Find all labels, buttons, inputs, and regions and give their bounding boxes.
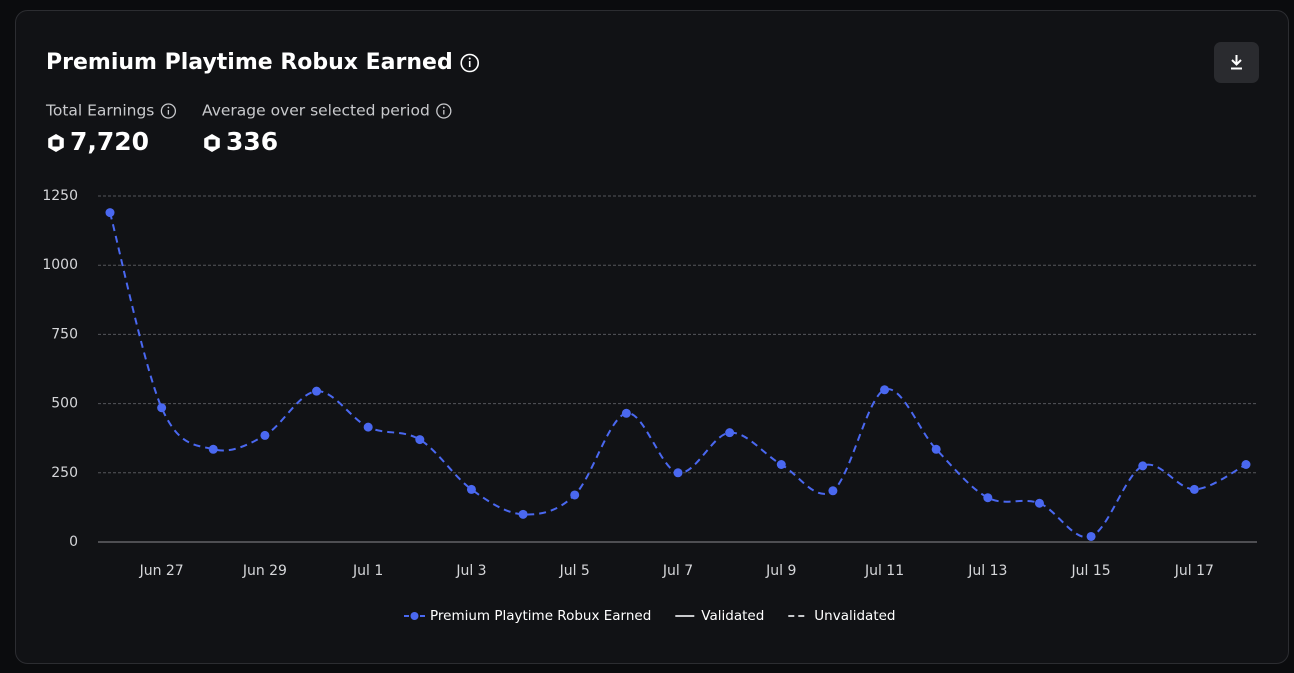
x-tick-label: Jul 3 — [455, 563, 486, 579]
x-tick-label: Jul 17 — [1174, 563, 1214, 579]
data-point — [1241, 459, 1251, 469]
card — [15, 10, 1289, 664]
x-tick-label: Jun 27 — [139, 563, 184, 579]
summary-label: Average over selected period — [202, 102, 430, 120]
download-icon — [1231, 55, 1242, 70]
y-tick-label: 1250 — [42, 188, 78, 204]
data-point — [880, 385, 890, 395]
data-point — [518, 509, 528, 519]
data-point — [1138, 461, 1148, 471]
data-point — [415, 435, 425, 445]
data-point — [1034, 498, 1044, 508]
info-dot — [442, 106, 445, 109]
legend-marker — [410, 612, 419, 620]
data-point — [621, 408, 631, 418]
data-point — [466, 484, 476, 494]
summary-value: 336 — [226, 127, 278, 156]
y-tick-label: 0 — [69, 534, 78, 550]
data-point — [776, 459, 786, 469]
data-point — [363, 422, 373, 432]
legend: Premium Playtime Robux Earned Validated Un… — [404, 608, 896, 624]
summary-label: Total Earnings — [45, 102, 154, 120]
chart-title: Premium Playtime Robux Earned — [46, 50, 453, 75]
x-tick-label: Jul 13 — [967, 563, 1007, 579]
legend-label: Validated — [701, 608, 764, 624]
data-point — [312, 386, 322, 396]
data-point — [828, 486, 838, 496]
x-tick-label: Jul 5 — [559, 563, 590, 579]
x-tick-label: Jul 1 — [352, 563, 383, 579]
info-icon — [436, 103, 452, 119]
legend-label: Unvalidated — [814, 608, 895, 624]
data-point — [208, 444, 218, 454]
robux-icon-inner — [208, 139, 216, 147]
info-circle — [436, 103, 452, 119]
x-tick-label: Jul 7 — [662, 563, 693, 579]
info-dot — [468, 57, 471, 60]
data-point — [673, 468, 683, 478]
info-circle — [460, 53, 480, 73]
data-point — [931, 444, 941, 454]
data-point — [725, 428, 735, 438]
summary-value: 7,720 — [70, 127, 149, 156]
data-point — [1189, 484, 1199, 494]
y-tick-label: 750 — [51, 326, 78, 342]
info-circle — [160, 103, 177, 119]
data-point — [1086, 531, 1096, 541]
data-point — [570, 490, 580, 500]
info-dot — [167, 106, 170, 109]
data-point — [105, 208, 115, 218]
data-point — [157, 403, 167, 413]
plot: 0 250 500 750 1000 1250 Jun 27 Jun 29 Jul 1 Jul 3… — [42, 188, 1257, 579]
x-tick-label: Jul 15 — [1071, 563, 1111, 579]
x-tick-label: Jul 9 — [765, 563, 796, 579]
y-tick-label: 500 — [51, 396, 78, 412]
info-icon — [160, 103, 177, 119]
download-button[interactable] — [1214, 42, 1259, 83]
x-tick-label: Jun 29 — [242, 563, 287, 579]
robux-icon-inner — [52, 139, 60, 147]
legend-label: Premium Playtime Robux Earned — [430, 608, 651, 624]
data-point — [983, 493, 993, 503]
x-tick-label: Jul 11 — [864, 563, 904, 579]
y-tick-label: 1000 — [42, 257, 78, 273]
y-tick-label: 250 — [51, 465, 78, 481]
info-icon[interactable] — [460, 53, 480, 73]
data-point — [260, 430, 270, 440]
